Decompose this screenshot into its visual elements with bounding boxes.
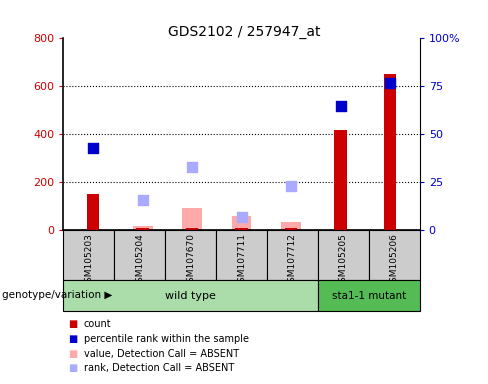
Text: GDS2102 / 257947_at: GDS2102 / 257947_at (168, 25, 320, 39)
Bar (369, 230, 420, 280)
Bar (281, 222, 301, 230)
Bar (165, 230, 216, 280)
Bar (114, 230, 165, 280)
Text: count: count (84, 319, 112, 329)
Bar (232, 216, 251, 230)
Bar (186, 228, 198, 230)
Text: GSM105203: GSM105203 (84, 233, 93, 288)
Text: wild type: wild type (165, 291, 216, 301)
Text: GSM107711: GSM107711 (237, 233, 246, 288)
Point (287, 183, 295, 189)
Text: GSM105206: GSM105206 (390, 233, 399, 288)
Bar (334, 129, 346, 230)
Bar (235, 228, 248, 230)
Text: genotype/variation ▶: genotype/variation ▶ (2, 290, 113, 300)
Bar (267, 230, 318, 280)
Point (188, 164, 196, 170)
Text: sta1-1 mutant: sta1-1 mutant (332, 291, 406, 301)
Bar (318, 280, 420, 311)
Bar (285, 228, 297, 230)
Point (139, 197, 146, 203)
Bar (318, 230, 369, 280)
Text: GSM105205: GSM105205 (339, 233, 348, 288)
Bar (216, 230, 267, 280)
Bar (63, 280, 318, 311)
Point (238, 214, 245, 220)
Point (386, 79, 394, 86)
Text: GSM107670: GSM107670 (186, 233, 195, 288)
Text: value, Detection Call = ABSENT: value, Detection Call = ABSENT (84, 349, 239, 359)
Text: rank, Detection Call = ABSENT: rank, Detection Call = ABSENT (84, 363, 234, 373)
Text: GSM105204: GSM105204 (135, 233, 144, 288)
Bar (182, 208, 202, 230)
Bar (384, 74, 396, 230)
Text: ■: ■ (68, 349, 78, 359)
Bar (87, 194, 100, 230)
Text: ■: ■ (68, 319, 78, 329)
Text: ■: ■ (68, 363, 78, 373)
Bar (137, 228, 149, 230)
Point (337, 103, 345, 109)
Text: ■: ■ (68, 334, 78, 344)
Bar (63, 230, 114, 280)
Text: GSM107712: GSM107712 (288, 233, 297, 288)
Bar (133, 225, 153, 230)
Text: percentile rank within the sample: percentile rank within the sample (84, 334, 249, 344)
Point (89, 145, 97, 151)
